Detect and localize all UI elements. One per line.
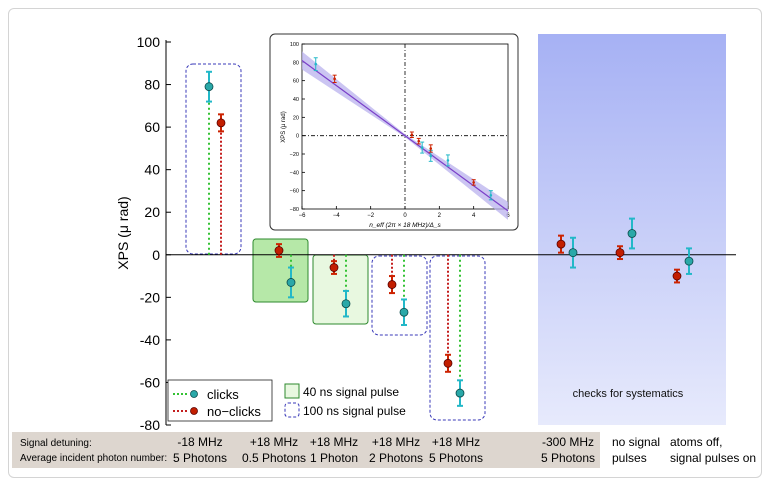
inset-no-clicks-point [429, 147, 433, 150]
y-tick-label: -80 [140, 417, 160, 433]
systematics-annotation: checks for systematics [573, 388, 684, 400]
row-label-detuning: Signal detuning: [20, 438, 92, 449]
inset-clicks-point [446, 159, 450, 162]
inset-y-tick-label: −40 [290, 170, 299, 176]
no-clicks-point [329, 263, 339, 272]
y-tick-label: 80 [144, 77, 160, 93]
no-clicks-point [274, 246, 284, 255]
y-tick-label: 20 [144, 204, 160, 220]
category-photons-label: 5 Photons [173, 451, 227, 465]
legend-no-clicks-label: no−clicks [207, 404, 261, 419]
y-tick-label: 0 [152, 247, 160, 263]
inset-x-tick-label: 6 [506, 213, 510, 219]
inset-clicks-point [420, 146, 424, 149]
inset-clicks-point [429, 154, 433, 158]
legend-40ns-swatch [284, 383, 300, 399]
clicks-point [455, 388, 465, 398]
category-photons-label: 5 Photons [541, 451, 595, 465]
legend-100ns-label: 100 ns signal pulse [303, 404, 406, 418]
inset-no-clicks-point [472, 181, 475, 184]
category-detuning-label: -18 MHz [177, 435, 222, 449]
category-detuning-label: +18 MHz [250, 435, 298, 449]
label-band [12, 432, 600, 468]
inset-x-tick-label: −6 [299, 213, 307, 219]
clicks-point [568, 248, 578, 258]
no-clicks-point [672, 271, 682, 281]
legend: clicks no−clicks 40 ns signal pulse 100 ns … [167, 379, 406, 422]
inset-clicks-point [314, 62, 318, 66]
inset-clicks-point [489, 193, 493, 197]
y-tick-label: 60 [144, 119, 160, 135]
inset-x-tick-label: −2 [367, 213, 375, 219]
legend-no-clicks-marker [190, 407, 198, 415]
pulse-box-100ns [371, 255, 428, 336]
y-tick-label: -60 [140, 374, 160, 390]
no-clicks-point [216, 118, 226, 128]
category-photons-label: 2 Photons [369, 451, 423, 465]
category-detuning-label: no signal [612, 435, 660, 449]
y-tick-label: -20 [140, 289, 160, 305]
category-photons-label: signal pulses on [670, 451, 756, 465]
inset-y-axis-label: XPS (μ rad) [281, 111, 287, 142]
inset-x-tick-label: 0 [403, 213, 407, 219]
category-photons-label: pulses [612, 451, 647, 465]
inset-y-tick-label: 40 [293, 97, 299, 103]
inset-y-tick-label: 80 [293, 60, 299, 66]
inset-no-clicks-point [333, 77, 336, 81]
legend-box [167, 379, 273, 422]
inset-fit-line [301, 60, 509, 212]
y-tick-label: -40 [140, 332, 160, 348]
legend-100ns-swatch [284, 402, 300, 418]
category-detuning-label: +18 MHz [372, 435, 420, 449]
y-axis-label: XPS (μ rad) [115, 196, 131, 269]
category-detuning-label: atoms off, [670, 435, 722, 449]
y-tick-label: 40 [144, 162, 160, 178]
clicks-point [204, 82, 214, 92]
pulse-box-100ns [185, 63, 242, 255]
category-photons-label: 5 Photons [429, 451, 483, 465]
inset-x-tick-label: 4 [472, 213, 476, 219]
pulse-box-100ns [429, 255, 486, 421]
inset-x-tick-label: 2 [438, 213, 442, 219]
clicks-point [684, 256, 694, 266]
legend-40ns-label: 40 ns signal pulse [303, 385, 399, 399]
y-tick-label: 100 [137, 34, 161, 50]
inset-y-tick-label: −80 [290, 207, 299, 213]
inset-x-axis-label: n_eff (2π × 18 MHz)/Δ_s [369, 222, 441, 229]
category-label-layer: Signal detuning: Average incident photon … [12, 432, 756, 468]
inset-y-tick-label: −60 [290, 189, 299, 195]
inset-no-clicks-point [410, 133, 414, 137]
category-detuning-label: -300 MHz [542, 435, 594, 449]
clicks-point [627, 229, 637, 238]
inset-x-tick-label: −4 [333, 213, 341, 219]
main-marks-layer [204, 70, 694, 407]
pulse-box-40ns [312, 254, 369, 325]
no-clicks-point [443, 358, 453, 368]
no-clicks-point [556, 239, 566, 249]
clicks-point [341, 299, 351, 309]
inset-no-clicks-point [417, 139, 421, 143]
clicks-point [286, 278, 296, 287]
row-label-photons: Average incident photon number: [20, 453, 167, 464]
inset-y-tick-label: 20 [293, 115, 299, 121]
category-detuning-label: +18 MHz [310, 435, 358, 449]
legend-clicks-label: clicks [207, 387, 239, 402]
category-photons-label: 0.5 Photons [242, 451, 306, 465]
inset-y-tick-label: 60 [293, 79, 299, 85]
inset-y-tick-label: −20 [290, 152, 299, 158]
no-clicks-point [387, 280, 397, 289]
legend-clicks-marker [190, 390, 198, 398]
inset-y-tick-label: 0 [296, 134, 299, 140]
category-detuning-label: +18 MHz [432, 435, 480, 449]
inset-y-tick-label: 100 [290, 42, 299, 48]
clicks-point [399, 307, 409, 317]
no-clicks-point [615, 248, 625, 258]
category-photons-label: 1 Photon [310, 451, 358, 465]
inset-chart: 100806040200−20−40−60−80−6−4−20246n_eff … [269, 33, 519, 231]
